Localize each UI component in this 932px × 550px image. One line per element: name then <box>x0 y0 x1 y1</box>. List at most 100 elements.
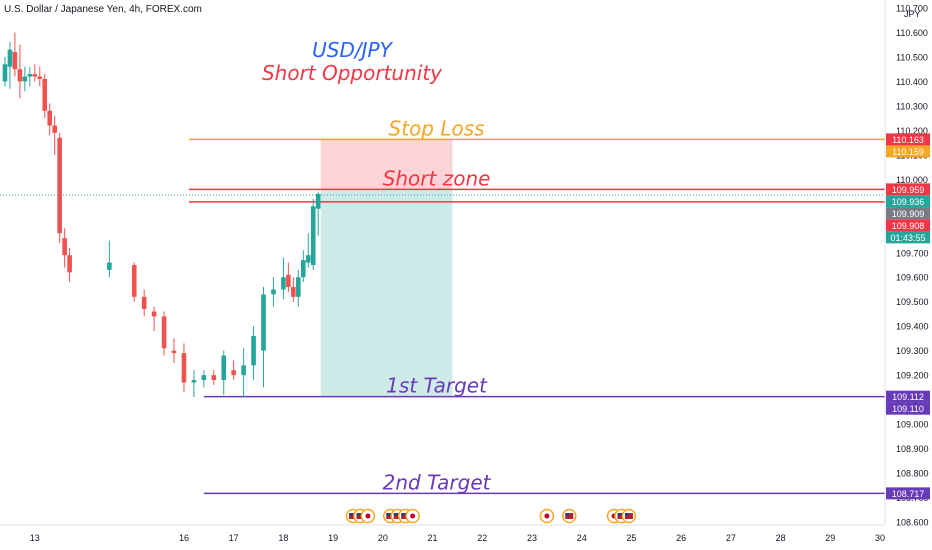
candle-body <box>47 110 53 126</box>
y-tick-label: 109.300 <box>896 346 929 356</box>
price-label: 110.159 <box>892 147 924 157</box>
y-tick-label: 108.900 <box>896 444 929 454</box>
y-tick-label: 108.600 <box>896 518 929 528</box>
us-flag-canton <box>401 513 406 516</box>
chart-labels: Stop Loss Short zone 1st Target 2nd Target U… <box>262 38 492 494</box>
y-tick-label: 109.000 <box>896 420 929 430</box>
y-tick-label: 110.000 <box>896 175 928 185</box>
x-tick-label: 19 <box>328 533 338 543</box>
price-label: 109.959 <box>892 185 925 195</box>
jp-flag-icon <box>365 513 371 519</box>
chart-subtitle: Short Opportunity <box>262 61 443 85</box>
price-label-bg <box>886 195 930 208</box>
y-tick-label: 109.200 <box>896 371 929 381</box>
event-markers <box>345 508 637 524</box>
position-box <box>320 139 453 397</box>
x-tick-label: 24 <box>577 533 587 543</box>
level-label: Short zone <box>383 166 491 190</box>
candles <box>2 32 321 398</box>
candle-body <box>291 287 296 297</box>
y-tick-label: 110.300 <box>896 101 928 111</box>
x-tick-label: 22 <box>477 533 487 543</box>
us-flag-canton <box>624 513 629 516</box>
candle-body <box>211 375 217 381</box>
price-label-bg <box>886 402 930 415</box>
price-label: 109.909 <box>892 209 925 219</box>
candle-body <box>201 375 207 381</box>
price-label-bg <box>886 207 930 220</box>
candle-body <box>171 350 177 354</box>
candle-body <box>62 238 67 256</box>
y-tick-label: 110.400 <box>896 77 928 87</box>
candle-body <box>17 69 23 82</box>
candle-body <box>52 125 57 133</box>
candle-body <box>37 76 43 79</box>
price-axis: 110.700 110.600 110.500 110.400 110.300 110.2… <box>886 4 930 528</box>
price-label-bg <box>886 487 930 500</box>
x-tick-label: 18 <box>278 533 288 543</box>
candle-body <box>271 289 276 295</box>
candle-body <box>315 194 321 209</box>
y-tick-label: 109.500 <box>896 297 929 307</box>
level-label: Stop Loss <box>389 116 485 140</box>
candle-body <box>67 255 72 273</box>
y-tick-label: 110.700 <box>896 4 928 14</box>
y-tick-label: 109.400 <box>896 322 929 332</box>
candle-body <box>32 74 38 77</box>
y-tick-label: 108.800 <box>896 469 929 479</box>
x-tick-label: 17 <box>229 533 239 543</box>
price-label: 110.163 <box>892 135 924 145</box>
candle-body <box>251 335 256 366</box>
x-tick-label: 27 <box>726 533 736 543</box>
price-label: 01:43:55 <box>890 233 925 243</box>
candle-body <box>7 49 13 67</box>
candle-body <box>305 255 311 263</box>
x-tick-label: 21 <box>428 533 438 543</box>
price-label: 109.112 <box>892 392 924 402</box>
x-tick-label: 26 <box>676 533 686 543</box>
candle-body <box>2 64 8 82</box>
candle-body <box>57 137 62 234</box>
symbol-header: U.S. Dollar / Japanese Yen, 4h, FOREX.co… <box>4 4 202 15</box>
candle-body <box>261 294 266 351</box>
chart-title: USD/JPY <box>312 38 393 62</box>
y-tick-label: 110.500 <box>896 52 928 62</box>
y-tick-label: 110.600 <box>896 28 928 38</box>
us-flag-canton <box>386 513 391 516</box>
candle-body <box>221 355 227 381</box>
candle-body <box>281 277 286 290</box>
candle-body <box>42 78 48 111</box>
jp-flag-icon <box>544 513 550 519</box>
candle-body <box>161 316 167 349</box>
candle-body <box>300 260 306 278</box>
candle-body <box>191 380 197 383</box>
x-tick-label: 28 <box>776 533 786 543</box>
price-label-bg <box>886 231 930 244</box>
price-label: 109.110 <box>892 404 924 414</box>
price-label-bg <box>886 133 930 146</box>
level-label: 1st Target <box>386 374 488 398</box>
levels <box>0 138 885 495</box>
candle-body <box>296 277 301 297</box>
x-tick-label: 30 <box>875 533 885 543</box>
y-tick-label: 110.200 <box>896 126 928 136</box>
candle-body <box>22 76 28 82</box>
candle-body <box>131 265 137 297</box>
us-flag-canton <box>565 513 570 516</box>
time-axis: 13 16 17 18 19 20 21 22 23 24 25 26 27 28 29 30 <box>30 533 885 543</box>
us-flag-canton <box>617 513 622 516</box>
risk-zone <box>320 139 453 190</box>
candle-body <box>151 311 157 317</box>
x-tick-label: 13 <box>30 533 40 543</box>
price-label: 109.936 <box>892 197 925 207</box>
candle-body <box>231 370 236 376</box>
price-label-bg <box>886 145 930 158</box>
price-label-bg <box>886 219 930 232</box>
candle-body <box>310 206 316 265</box>
candle-body <box>107 262 112 270</box>
candle-body <box>12 52 18 70</box>
candle-body <box>27 74 33 77</box>
y-tick-label: 109.600 <box>896 273 929 283</box>
us-flag-canton <box>356 513 361 516</box>
